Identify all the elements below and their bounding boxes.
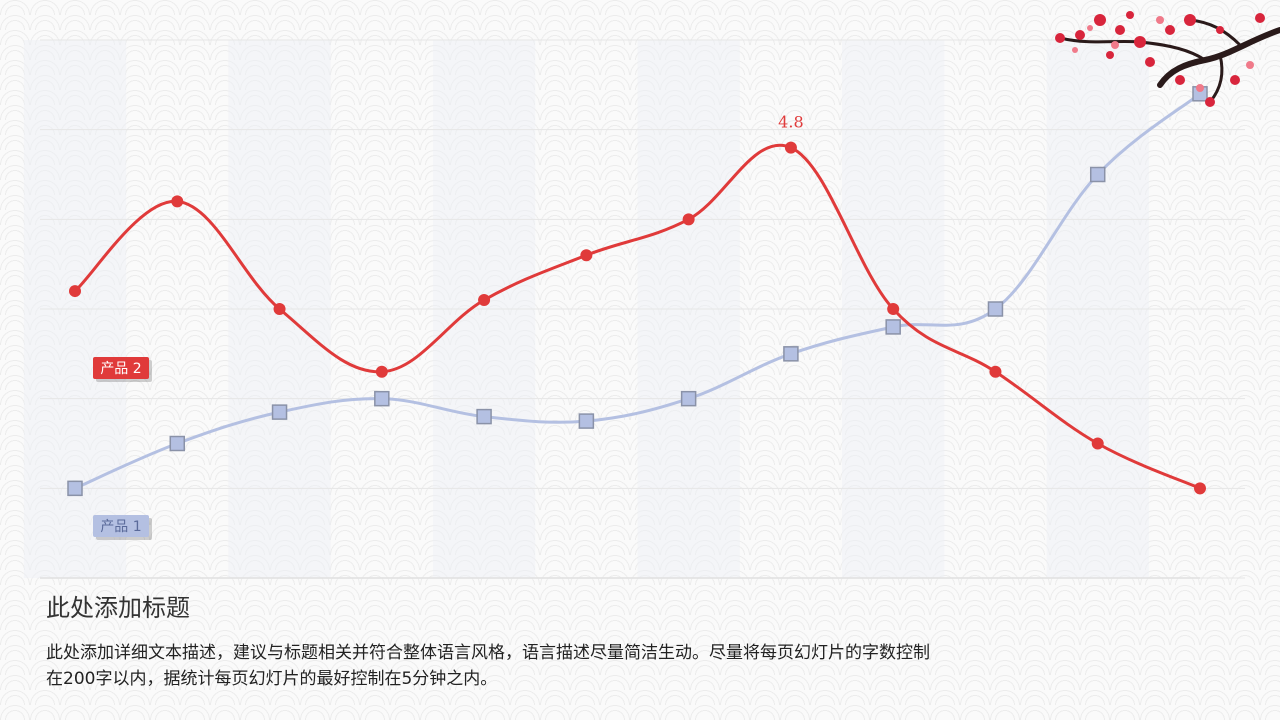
data-point xyxy=(374,390,390,407)
data-point xyxy=(273,303,286,315)
data-point xyxy=(580,249,593,262)
description-line-2: 在200字以内，据统计每页幻灯片的最好控制在5分钟之内。 xyxy=(46,669,498,689)
data-point xyxy=(171,195,184,208)
series-name: 产品 2 xyxy=(100,361,141,377)
data-point xyxy=(271,404,288,420)
data-point xyxy=(783,346,799,362)
data-point xyxy=(169,435,186,452)
series-2 xyxy=(67,86,1208,497)
data-point xyxy=(476,408,492,425)
series-tag: 产品 2 xyxy=(93,357,152,382)
description-line-1: 此处添加详细文本描述，建议与标题相关并符合整体语言风格，语言描述尽量简洁生动。尽… xyxy=(46,643,930,663)
data-point xyxy=(784,141,797,154)
slide-description: 此处添加详细文本描述，建议与标题相关并符合整体语言风格，语言描述尽量简洁生动。尽… xyxy=(46,640,1046,692)
series-tag-bg xyxy=(93,515,149,537)
series-1 xyxy=(69,141,1206,495)
slide-title: 此处添加标题 xyxy=(46,594,190,622)
data-point xyxy=(578,413,595,429)
series-tag-bg xyxy=(93,357,149,379)
data-point xyxy=(375,365,388,378)
data-point xyxy=(887,303,900,315)
gridlines xyxy=(40,39,1245,579)
data-point xyxy=(67,480,83,497)
series-layer xyxy=(67,86,1208,497)
data-point xyxy=(885,319,901,335)
labels-layer: 4.8 产品 2 产品 1 xyxy=(93,113,804,540)
data-point xyxy=(478,294,491,307)
data-point xyxy=(989,365,1002,378)
data-label: 4.8 xyxy=(778,113,803,132)
series-name: 产品 1 xyxy=(100,519,141,535)
data-point xyxy=(1091,437,1104,450)
data-point xyxy=(1089,166,1106,183)
data-point xyxy=(69,285,81,298)
data-point xyxy=(1194,482,1206,495)
plum-blossom-decoration xyxy=(1055,11,1280,107)
data-point xyxy=(682,213,695,226)
series-tag: 产品 1 xyxy=(93,515,152,540)
data-point xyxy=(680,390,697,407)
data-point xyxy=(987,301,1004,317)
